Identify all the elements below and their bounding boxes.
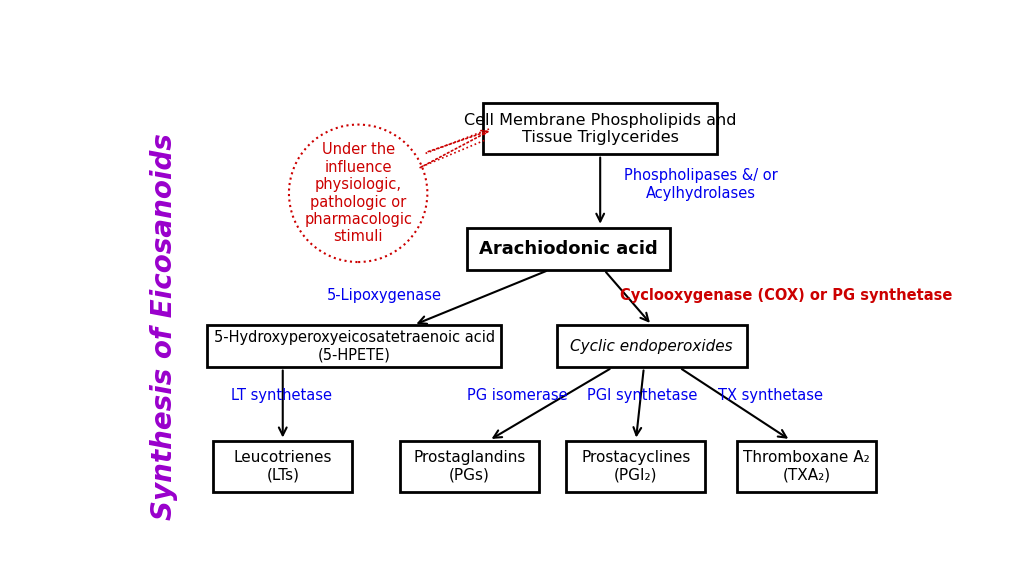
Text: Phospholipases &/ or
Acylhydrolases: Phospholipases &/ or Acylhydrolases xyxy=(624,168,778,200)
Bar xyxy=(557,325,748,367)
Bar xyxy=(213,441,352,491)
Ellipse shape xyxy=(289,124,427,262)
Text: Prostaglandins
(PGs): Prostaglandins (PGs) xyxy=(413,450,525,482)
Bar xyxy=(483,104,717,154)
Text: TX synthetase: TX synthetase xyxy=(718,388,823,403)
Text: Under the
influence
physiologic,
pathologic or
pharmacologic
stimuli: Under the influence physiologic, patholo… xyxy=(304,142,412,244)
Text: Synthesis of Eicosanoids: Synthesis of Eicosanoids xyxy=(150,133,178,520)
Text: Cyclooxygenase (COX) or PG synthetase: Cyclooxygenase (COX) or PG synthetase xyxy=(620,288,952,303)
Bar xyxy=(737,441,876,491)
Bar xyxy=(399,441,539,491)
Text: Cyclic endoperoxides: Cyclic endoperoxides xyxy=(570,339,733,354)
Text: Leucotrienes
(LTs): Leucotrienes (LTs) xyxy=(233,450,332,482)
Text: 5-Hydroxyperoxyeicosatetraenoic acid
(5-HPETE): 5-Hydroxyperoxyeicosatetraenoic acid (5-… xyxy=(214,330,495,362)
Text: Prostacyclines
(PGI₂): Prostacyclines (PGI₂) xyxy=(582,450,690,482)
Text: PG isomerase: PG isomerase xyxy=(467,388,567,403)
Bar xyxy=(467,228,670,270)
Text: PGI synthetase: PGI synthetase xyxy=(587,388,697,403)
Text: Cell Membrane Phospholipids and
Tissue Triglycerides: Cell Membrane Phospholipids and Tissue T… xyxy=(464,113,736,145)
Text: Arachiodonic acid: Arachiodonic acid xyxy=(479,240,657,257)
Text: 5-Lipoxygenase: 5-Lipoxygenase xyxy=(327,288,441,303)
Text: LT synthetase: LT synthetase xyxy=(231,388,332,403)
Bar xyxy=(207,325,501,367)
Text: Thromboxane A₂
(TXA₂): Thromboxane A₂ (TXA₂) xyxy=(743,450,870,482)
Bar xyxy=(566,441,706,491)
